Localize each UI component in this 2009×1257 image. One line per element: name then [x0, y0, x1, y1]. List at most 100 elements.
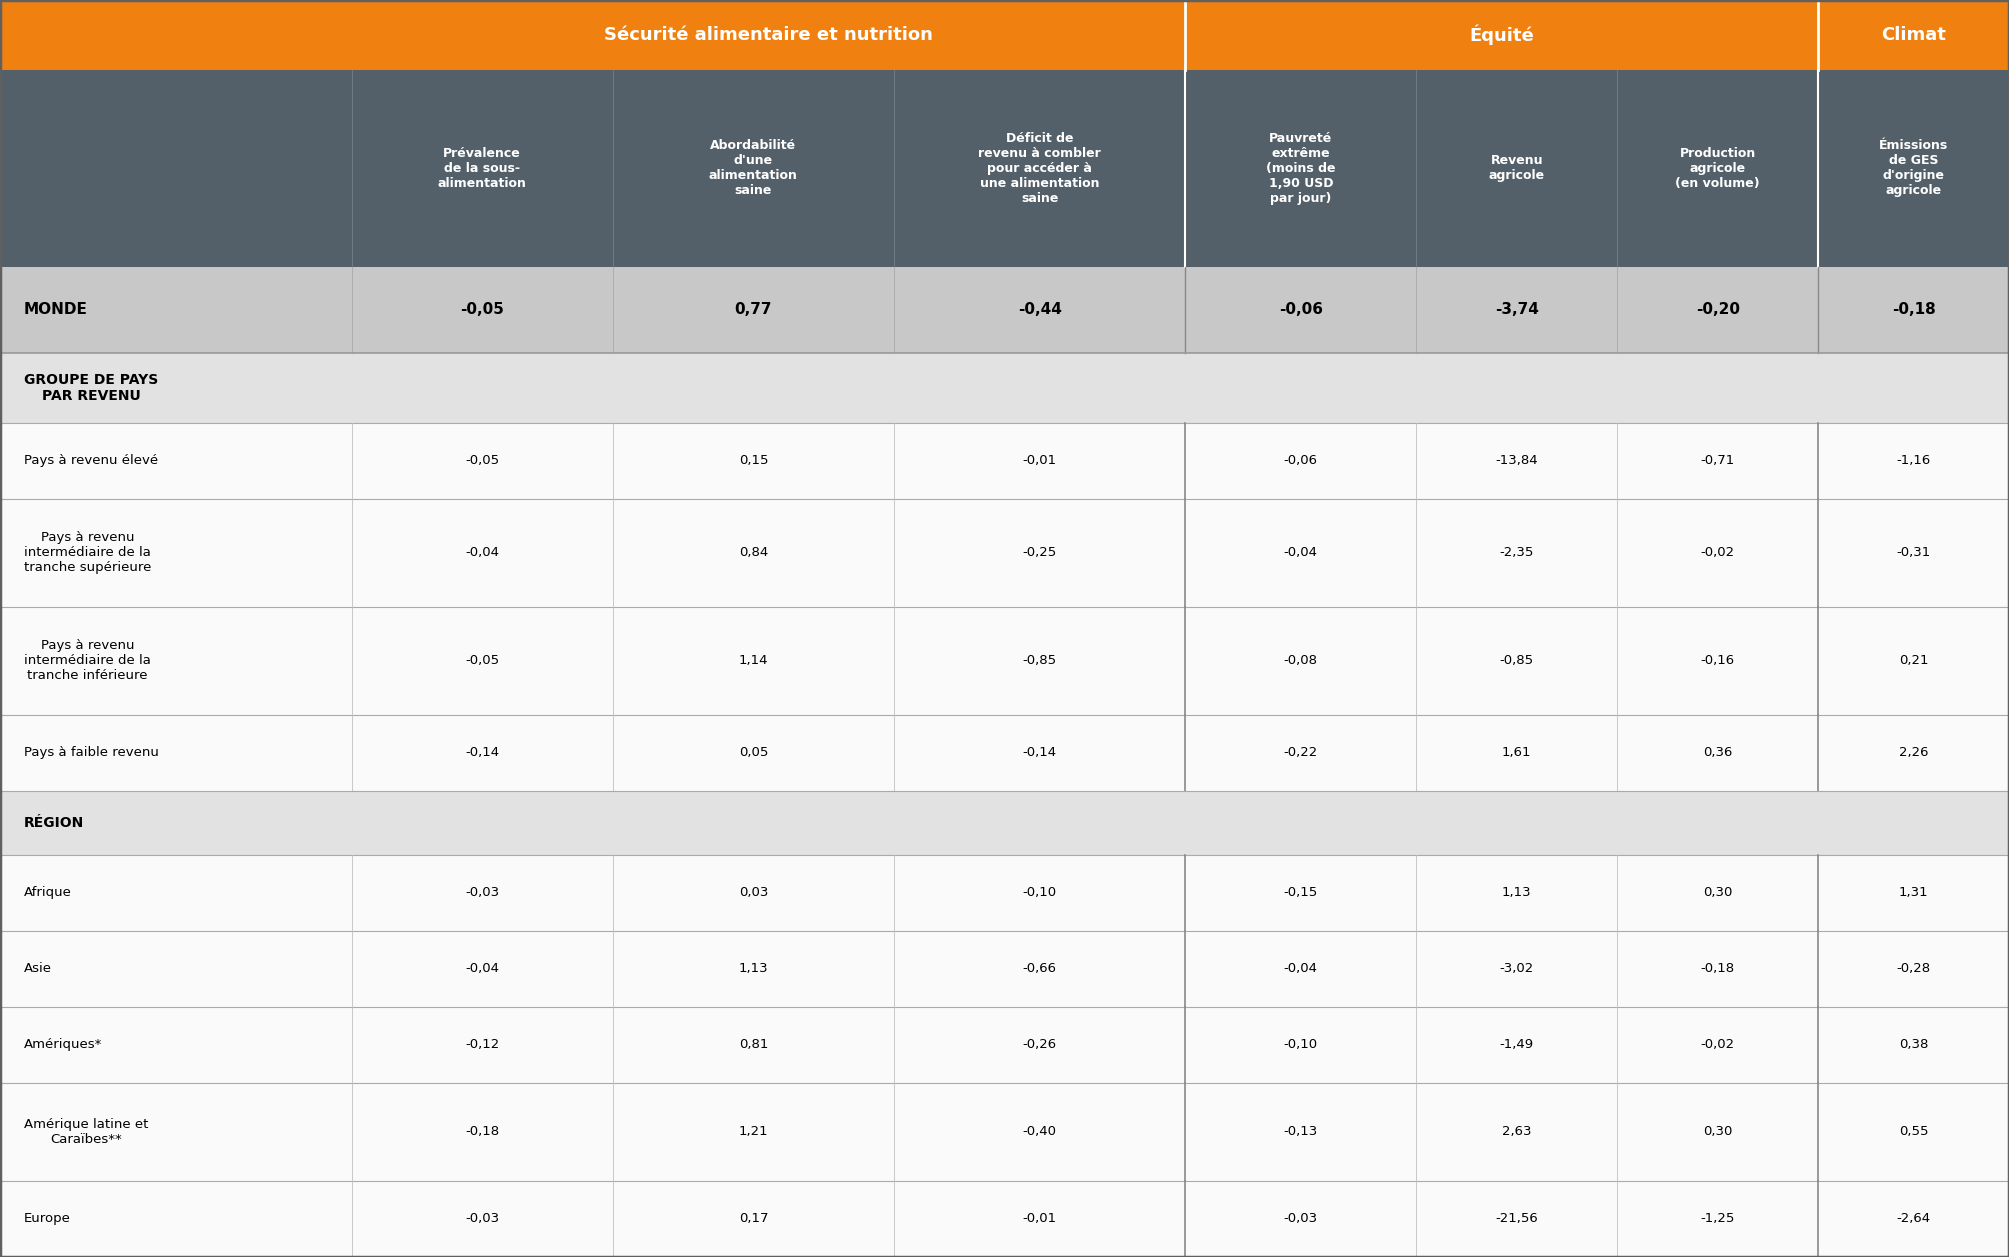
Text: 0,30: 0,30 [1704, 886, 1732, 899]
Text: -0,16: -0,16 [1702, 655, 1734, 667]
Text: 0,84: 0,84 [739, 547, 767, 559]
Text: Production
agricole
(en volume): Production agricole (en volume) [1676, 147, 1760, 190]
Text: -0,18: -0,18 [466, 1125, 498, 1139]
Text: -2,35: -2,35 [1499, 547, 1535, 559]
Text: 0,30: 0,30 [1704, 1125, 1732, 1139]
Text: 0,17: 0,17 [739, 1213, 767, 1226]
Text: 1,14: 1,14 [739, 655, 767, 667]
Text: RÉGION: RÉGION [24, 816, 84, 830]
Text: 0,55: 0,55 [1899, 1125, 1929, 1139]
Bar [0, 266, 2009, 353]
Text: -0,04: -0,04 [1284, 963, 1318, 975]
Text: 1,13: 1,13 [739, 963, 767, 975]
Text: -0,06: -0,06 [1280, 302, 1322, 317]
Text: Afrique: Afrique [24, 886, 72, 899]
Text: -0,01: -0,01 [1023, 454, 1057, 468]
Text: -1,25: -1,25 [1700, 1213, 1736, 1226]
Text: -0,08: -0,08 [1284, 655, 1318, 667]
Bar [0, 70, 2009, 266]
Text: 0,81: 0,81 [739, 1038, 767, 1051]
Text: 0,15: 0,15 [739, 454, 767, 468]
Text: MONDE: MONDE [24, 302, 88, 317]
Text: -0,04: -0,04 [466, 963, 498, 975]
Text: -0,71: -0,71 [1700, 454, 1736, 468]
Text: -0,14: -0,14 [466, 747, 498, 759]
Text: 1,61: 1,61 [1503, 747, 1531, 759]
Text: -0,85: -0,85 [1501, 655, 1533, 667]
Text: -0,85: -0,85 [1023, 655, 1057, 667]
Text: Prévalence
de la sous-
alimentation: Prévalence de la sous- alimentation [438, 147, 526, 190]
Text: -0,03: -0,03 [466, 1213, 498, 1226]
Text: 1,31: 1,31 [1899, 886, 1929, 899]
Bar [0, 607, 2009, 715]
Text: -0,25: -0,25 [1023, 547, 1057, 559]
Text: 1,21: 1,21 [739, 1125, 767, 1139]
Text: Abordabilité
d'une
alimentation
saine: Abordabilité d'une alimentation saine [709, 140, 798, 197]
Text: -0,03: -0,03 [1284, 1213, 1318, 1226]
Text: -0,03: -0,03 [466, 886, 498, 899]
Text: -0,10: -0,10 [1284, 1038, 1318, 1051]
Text: Amérique latine et
Caraïbes**: Amérique latine et Caraïbes** [24, 1117, 149, 1146]
Text: -0,18: -0,18 [1892, 302, 1935, 317]
Text: Pays à revenu élevé: Pays à revenu élevé [24, 454, 159, 468]
Text: -0,05: -0,05 [466, 454, 498, 468]
Text: 0,36: 0,36 [1704, 747, 1732, 759]
Text: -0,40: -0,40 [1023, 1125, 1057, 1139]
Text: 0,03: 0,03 [739, 886, 767, 899]
Bar [0, 422, 2009, 499]
Text: -0,26: -0,26 [1023, 1038, 1057, 1051]
Text: -0,05: -0,05 [460, 302, 504, 317]
Text: -0,31: -0,31 [1896, 547, 1931, 559]
Text: -0,04: -0,04 [1284, 547, 1318, 559]
Text: -0,06: -0,06 [1284, 454, 1318, 468]
Text: 0,38: 0,38 [1899, 1038, 1929, 1051]
Text: -1,49: -1,49 [1501, 1038, 1533, 1051]
Text: -13,84: -13,84 [1495, 454, 1539, 468]
Text: 0,77: 0,77 [735, 302, 771, 317]
Text: -0,01: -0,01 [1023, 1213, 1057, 1226]
Bar [0, 930, 2009, 1007]
Text: -0,22: -0,22 [1284, 747, 1318, 759]
Text: -0,18: -0,18 [1702, 963, 1734, 975]
Bar [0, 715, 2009, 791]
Text: 2,26: 2,26 [1899, 747, 1929, 759]
Text: Europe: Europe [24, 1213, 70, 1226]
Text: 0,05: 0,05 [739, 747, 767, 759]
Text: -0,66: -0,66 [1023, 963, 1057, 975]
Text: Pays à revenu
intermédiaire de la
tranche supérieure: Pays à revenu intermédiaire de la tranch… [24, 532, 151, 574]
Text: -3,74: -3,74 [1495, 302, 1539, 317]
Text: Émissions
de GES
d'origine
agricole: Émissions de GES d'origine agricole [1878, 140, 1949, 197]
Text: -0,02: -0,02 [1702, 1038, 1734, 1051]
Text: Pays à revenu
intermédiaire de la
tranche inférieure: Pays à revenu intermédiaire de la tranch… [24, 640, 151, 683]
Bar [0, 791, 2009, 855]
Text: -0,04: -0,04 [466, 547, 498, 559]
Text: Amériques*: Amériques* [24, 1038, 102, 1051]
Text: GROUPE DE PAYS
PAR REVENU: GROUPE DE PAYS PAR REVENU [24, 373, 159, 403]
Text: -0,10: -0,10 [1023, 886, 1057, 899]
Text: Climat: Climat [1880, 26, 1947, 44]
Bar [0, 1084, 2009, 1180]
Text: -0,20: -0,20 [1696, 302, 1740, 317]
Text: Pays à faible revenu: Pays à faible revenu [24, 747, 159, 759]
Bar [0, 1007, 2009, 1084]
Bar [0, 499, 2009, 607]
Text: Déficit de
revenu à combler
pour accéder à
une alimentation
saine: Déficit de revenu à combler pour accéder… [978, 132, 1101, 205]
Text: Équité: Équité [1469, 25, 1535, 45]
Text: 2,63: 2,63 [1503, 1125, 1531, 1139]
Bar [0, 1180, 2009, 1257]
Text: Pauvreté
extrême
(moins de
1,90 USD
par jour): Pauvreté extrême (moins de 1,90 USD par … [1266, 132, 1336, 205]
Text: -0,13: -0,13 [1284, 1125, 1318, 1139]
Text: -0,28: -0,28 [1896, 963, 1931, 975]
Text: -0,02: -0,02 [1702, 547, 1734, 559]
Text: -0,15: -0,15 [1284, 886, 1318, 899]
Bar [0, 353, 2009, 422]
Text: Revenu
agricole: Revenu agricole [1489, 155, 1545, 182]
Bar [0, 855, 2009, 930]
Text: -21,56: -21,56 [1495, 1213, 1539, 1226]
Text: 1,13: 1,13 [1503, 886, 1531, 899]
Text: Asie: Asie [24, 963, 52, 975]
Text: -2,64: -2,64 [1896, 1213, 1931, 1226]
Text: -1,16: -1,16 [1896, 454, 1931, 468]
Text: -3,02: -3,02 [1499, 963, 1535, 975]
Text: -0,44: -0,44 [1019, 302, 1061, 317]
